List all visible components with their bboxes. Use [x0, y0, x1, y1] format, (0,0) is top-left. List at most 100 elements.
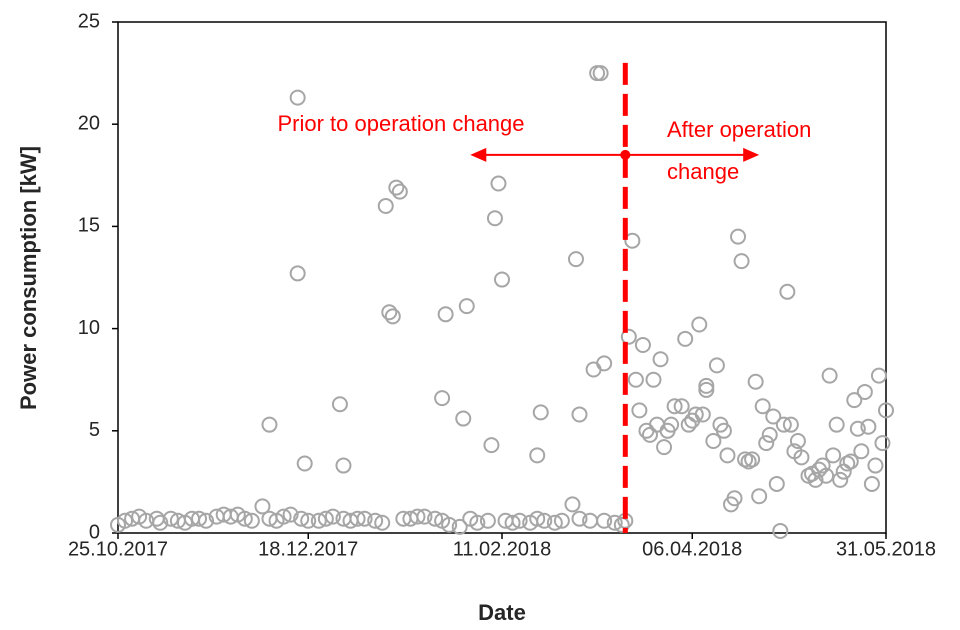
- point: [529, 447, 546, 464]
- point: [243, 512, 260, 529]
- point: [384, 308, 401, 325]
- annotation-before: Prior to operation change: [277, 111, 524, 136]
- point: [691, 316, 708, 333]
- point: [469, 514, 486, 531]
- point: [494, 271, 510, 288]
- x-axis-label: Date: [478, 600, 526, 625]
- point: [779, 283, 796, 300]
- point: [455, 410, 472, 427]
- point: [663, 416, 680, 433]
- point: [705, 433, 722, 450]
- point: [775, 416, 792, 433]
- point: [733, 253, 750, 270]
- point: [282, 506, 299, 523]
- point: [409, 508, 426, 525]
- point: [627, 371, 644, 388]
- point: [592, 65, 609, 82]
- point: [818, 467, 835, 484]
- y-tick-label: 10: [78, 317, 100, 339]
- point: [391, 183, 408, 200]
- point: [744, 451, 761, 468]
- point: [638, 422, 655, 439]
- point: [726, 490, 743, 507]
- point: [772, 522, 789, 539]
- x-tick-label: 31.05.2018: [836, 538, 936, 560]
- point: [765, 408, 782, 425]
- point: [261, 416, 278, 433]
- point: [835, 463, 852, 480]
- point: [870, 367, 887, 384]
- point: [825, 447, 842, 464]
- point: [641, 426, 658, 443]
- y-axis-label: Power consumption [kW]: [16, 146, 41, 410]
- point: [863, 475, 880, 492]
- point: [782, 416, 799, 433]
- point: [645, 371, 662, 388]
- point: [254, 498, 271, 515]
- point: [571, 510, 588, 527]
- arrow-origin: [620, 149, 631, 160]
- point: [567, 251, 584, 268]
- point: [606, 514, 623, 531]
- point: [747, 373, 764, 390]
- point: [768, 475, 785, 492]
- point: [846, 392, 863, 409]
- point: [677, 330, 694, 347]
- point: [793, 449, 810, 466]
- points: [110, 65, 894, 539]
- point: [853, 443, 870, 460]
- point: [631, 402, 648, 419]
- y-tick-label: 5: [89, 419, 100, 441]
- point: [596, 512, 613, 529]
- point: [324, 508, 341, 525]
- point: [367, 512, 384, 529]
- arrow-left-head: [470, 147, 487, 162]
- point: [427, 510, 444, 527]
- point: [821, 367, 838, 384]
- point: [673, 398, 690, 415]
- point: [874, 435, 891, 452]
- point: [687, 406, 704, 423]
- point: [832, 471, 849, 488]
- x-tick-label: 25.10.2017: [68, 538, 168, 560]
- point: [335, 457, 352, 474]
- point: [634, 336, 651, 353]
- point: [571, 406, 588, 423]
- point: [377, 197, 394, 214]
- y-tick-label: 20: [78, 112, 100, 134]
- point: [708, 357, 725, 374]
- point: [849, 420, 866, 437]
- point: [620, 328, 637, 345]
- point: [761, 426, 778, 443]
- point: [191, 510, 208, 527]
- annotation-after: change: [667, 159, 739, 184]
- point: [694, 406, 711, 423]
- point: [698, 377, 715, 394]
- point: [437, 306, 454, 323]
- x-tick-label: 06.04.2018: [642, 538, 742, 560]
- x-tick-label: 11.02.2018: [453, 538, 552, 560]
- point: [434, 390, 451, 407]
- point: [331, 396, 348, 413]
- point: [842, 453, 859, 470]
- y-tick-label: 0: [89, 521, 100, 543]
- point: [758, 435, 775, 452]
- point: [479, 512, 496, 529]
- point: [293, 510, 310, 527]
- point: [349, 510, 366, 527]
- point: [458, 298, 475, 315]
- point: [504, 514, 521, 531]
- point: [117, 512, 134, 529]
- point: [511, 512, 528, 529]
- y-tick-label: 15: [78, 215, 100, 237]
- arrow-right-head: [743, 147, 760, 162]
- point: [666, 398, 683, 415]
- point: [275, 508, 292, 525]
- point: [490, 175, 507, 192]
- point: [451, 518, 468, 535]
- point: [310, 512, 327, 529]
- annotation-after: After operation: [667, 117, 811, 142]
- x-tick-label: 18.12.2017: [258, 538, 358, 560]
